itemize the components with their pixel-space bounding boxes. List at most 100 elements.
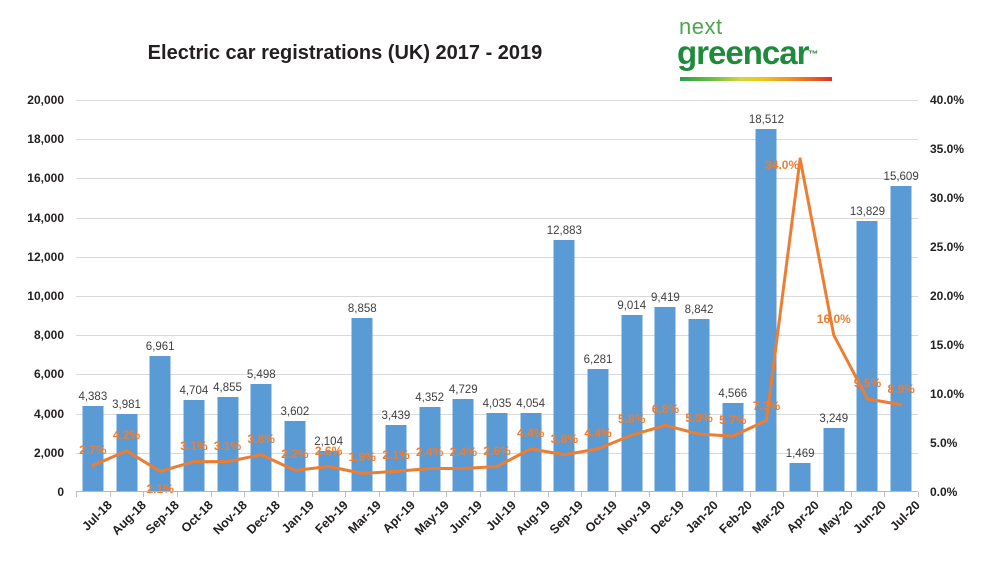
x-axis-label: Aug-18 xyxy=(108,498,149,538)
bar[interactable] xyxy=(823,428,845,492)
bar[interactable] xyxy=(553,239,575,492)
x-axis-label: Oct-19 xyxy=(582,498,620,536)
bar-item[interactable]: 4,729 xyxy=(446,100,480,492)
line-data-label: 5.9% xyxy=(685,411,713,426)
x-axis-label: May-20 xyxy=(815,498,856,538)
x-axis-label: Sep-18 xyxy=(143,498,183,537)
y-axis-right-tick-label: 20.0% xyxy=(930,289,965,303)
x-axis-label: Jun-19 xyxy=(446,498,486,537)
bar-item[interactable]: 3,249 xyxy=(817,100,851,492)
bar-data-label: 3,249 xyxy=(819,413,849,426)
logo-text-greencar: greencar xyxy=(677,34,809,71)
line-data-label: 4.2% xyxy=(112,427,141,442)
y-axis-left-tick-label: 20,000 xyxy=(27,93,64,107)
x-axis-label: Feb-19 xyxy=(312,498,351,537)
y-axis-left-tick-label: 18,000 xyxy=(27,132,64,147)
logo-trademark-icon: ™ xyxy=(808,49,819,61)
y-axis-right-tick-label: 35.0% xyxy=(930,142,965,156)
x-axis-tick xyxy=(918,492,919,497)
logo-gradient-bar xyxy=(680,77,832,81)
x-axis-tick xyxy=(345,492,347,497)
x-axis-label: Jan-20 xyxy=(683,498,721,536)
line-data-label: 3.8% xyxy=(550,431,579,446)
bar[interactable] xyxy=(856,220,878,492)
y-axis-right-tick-label: 10.0% xyxy=(930,387,965,401)
y-axis-left-tick-label: 14,000 xyxy=(27,210,64,225)
line-data-label: 2.1% xyxy=(382,448,410,463)
y-axis-left-tick-label: 16,000 xyxy=(27,171,64,186)
y-axis-right-tick-label: 40.0% xyxy=(930,93,965,107)
bar-item[interactable]: 15,609 xyxy=(884,100,919,492)
bar-data-label: 4,855 xyxy=(213,381,242,394)
bar[interactable] xyxy=(520,412,542,492)
line-data-label: 4.4% xyxy=(584,425,612,440)
bar-item[interactable]: 2,104 xyxy=(312,100,346,492)
bar[interactable] xyxy=(890,186,912,492)
gridline xyxy=(76,100,918,101)
next-greencar-logo: next greencar™ xyxy=(677,16,857,81)
bar[interactable] xyxy=(149,355,171,492)
x-axis-label: Mar-20 xyxy=(749,498,789,537)
bar-data-label: 3,439 xyxy=(381,409,411,422)
x-axis-tick xyxy=(177,492,179,497)
chart-title: Electric car registrations (UK) 2017 - 2… xyxy=(147,42,543,64)
x-axis-label: May-19 xyxy=(411,498,452,538)
bar-item[interactable]: 8,858 xyxy=(345,100,379,492)
bar-data-label: 13,829 xyxy=(849,205,886,218)
bar[interactable] xyxy=(654,307,676,492)
bar-item[interactable]: 9,014 xyxy=(615,100,649,492)
x-axis-line xyxy=(76,491,918,492)
bar-data-label: 4,704 xyxy=(179,384,209,397)
bar[interactable] xyxy=(351,318,373,492)
line-data-label: 3.1% xyxy=(213,438,242,453)
y-axis-right-tick-label: 0.0% xyxy=(930,485,958,499)
line-data-label: 2.6% xyxy=(314,443,343,458)
bar[interactable] xyxy=(621,315,643,492)
y-axis-right-tick-label: 5.0% xyxy=(930,436,958,450)
x-axis-tick xyxy=(412,492,414,497)
y-axis-left-tick-label: 2,000 xyxy=(33,445,64,460)
x-axis-label: Nov-18 xyxy=(210,498,250,538)
x-axis-label: Sep-19 xyxy=(547,498,587,537)
y-axis-left-tick-label: 12,000 xyxy=(27,249,64,264)
x-axis-label: Dec-18 xyxy=(244,498,284,537)
bar[interactable] xyxy=(688,318,710,492)
bar-data-label: 4,566 xyxy=(718,387,748,400)
line-data-label: 2.6% xyxy=(483,443,511,458)
x-axis-tick xyxy=(513,492,515,497)
bar-item[interactable]: 8,842 xyxy=(682,100,716,492)
bar-item[interactable]: 9,419 xyxy=(649,100,683,492)
y-axis-left-tick-label: 8,000 xyxy=(33,328,64,343)
bar[interactable] xyxy=(755,129,777,492)
bar-item[interactable]: 3,602 xyxy=(278,100,312,492)
x-axis-tick xyxy=(244,492,246,497)
bar-item[interactable]: 6,961 xyxy=(143,100,177,492)
bar-item[interactable]: 4,035 xyxy=(480,100,514,492)
x-axis-tick xyxy=(816,492,818,497)
y-axis-right-tick-label: 30.0% xyxy=(930,191,965,205)
line-data-label: 2.7% xyxy=(79,442,107,457)
bar-item[interactable]: 3,439 xyxy=(379,100,413,492)
bar-item[interactable]: 13,829 xyxy=(849,100,886,492)
line-data-label: 2.4% xyxy=(415,445,444,460)
x-axis-label: Mar-19 xyxy=(345,498,385,537)
bar-data-label: 4,383 xyxy=(78,391,108,404)
x-axis-tick xyxy=(648,492,650,497)
bar-item[interactable]: 4,352 xyxy=(413,100,447,492)
bar[interactable] xyxy=(789,463,811,492)
x-axis-tick xyxy=(311,492,313,497)
bar-item[interactable]: 4,855 xyxy=(211,100,245,492)
bar-item[interactable]: 4,704 xyxy=(177,100,211,492)
bar-item[interactable]: 4,383 xyxy=(76,100,110,492)
x-axis-label: Jul-20 xyxy=(887,498,924,534)
y-axis-left-tick-label: 0 xyxy=(57,485,64,499)
bar-data-label: 8,858 xyxy=(347,303,377,316)
bar-data-label: 1,469 xyxy=(785,448,815,461)
bar[interactable] xyxy=(116,413,137,492)
line-data-label: 16.0% xyxy=(816,312,851,327)
bar-item[interactable]: 4,566 xyxy=(716,100,750,492)
x-axis-label: Oct-18 xyxy=(178,498,216,536)
x-axis-label: Dec-19 xyxy=(648,498,688,537)
bar-data-label: 4,054 xyxy=(516,397,546,410)
line-data-label: 3.8% xyxy=(247,431,275,446)
